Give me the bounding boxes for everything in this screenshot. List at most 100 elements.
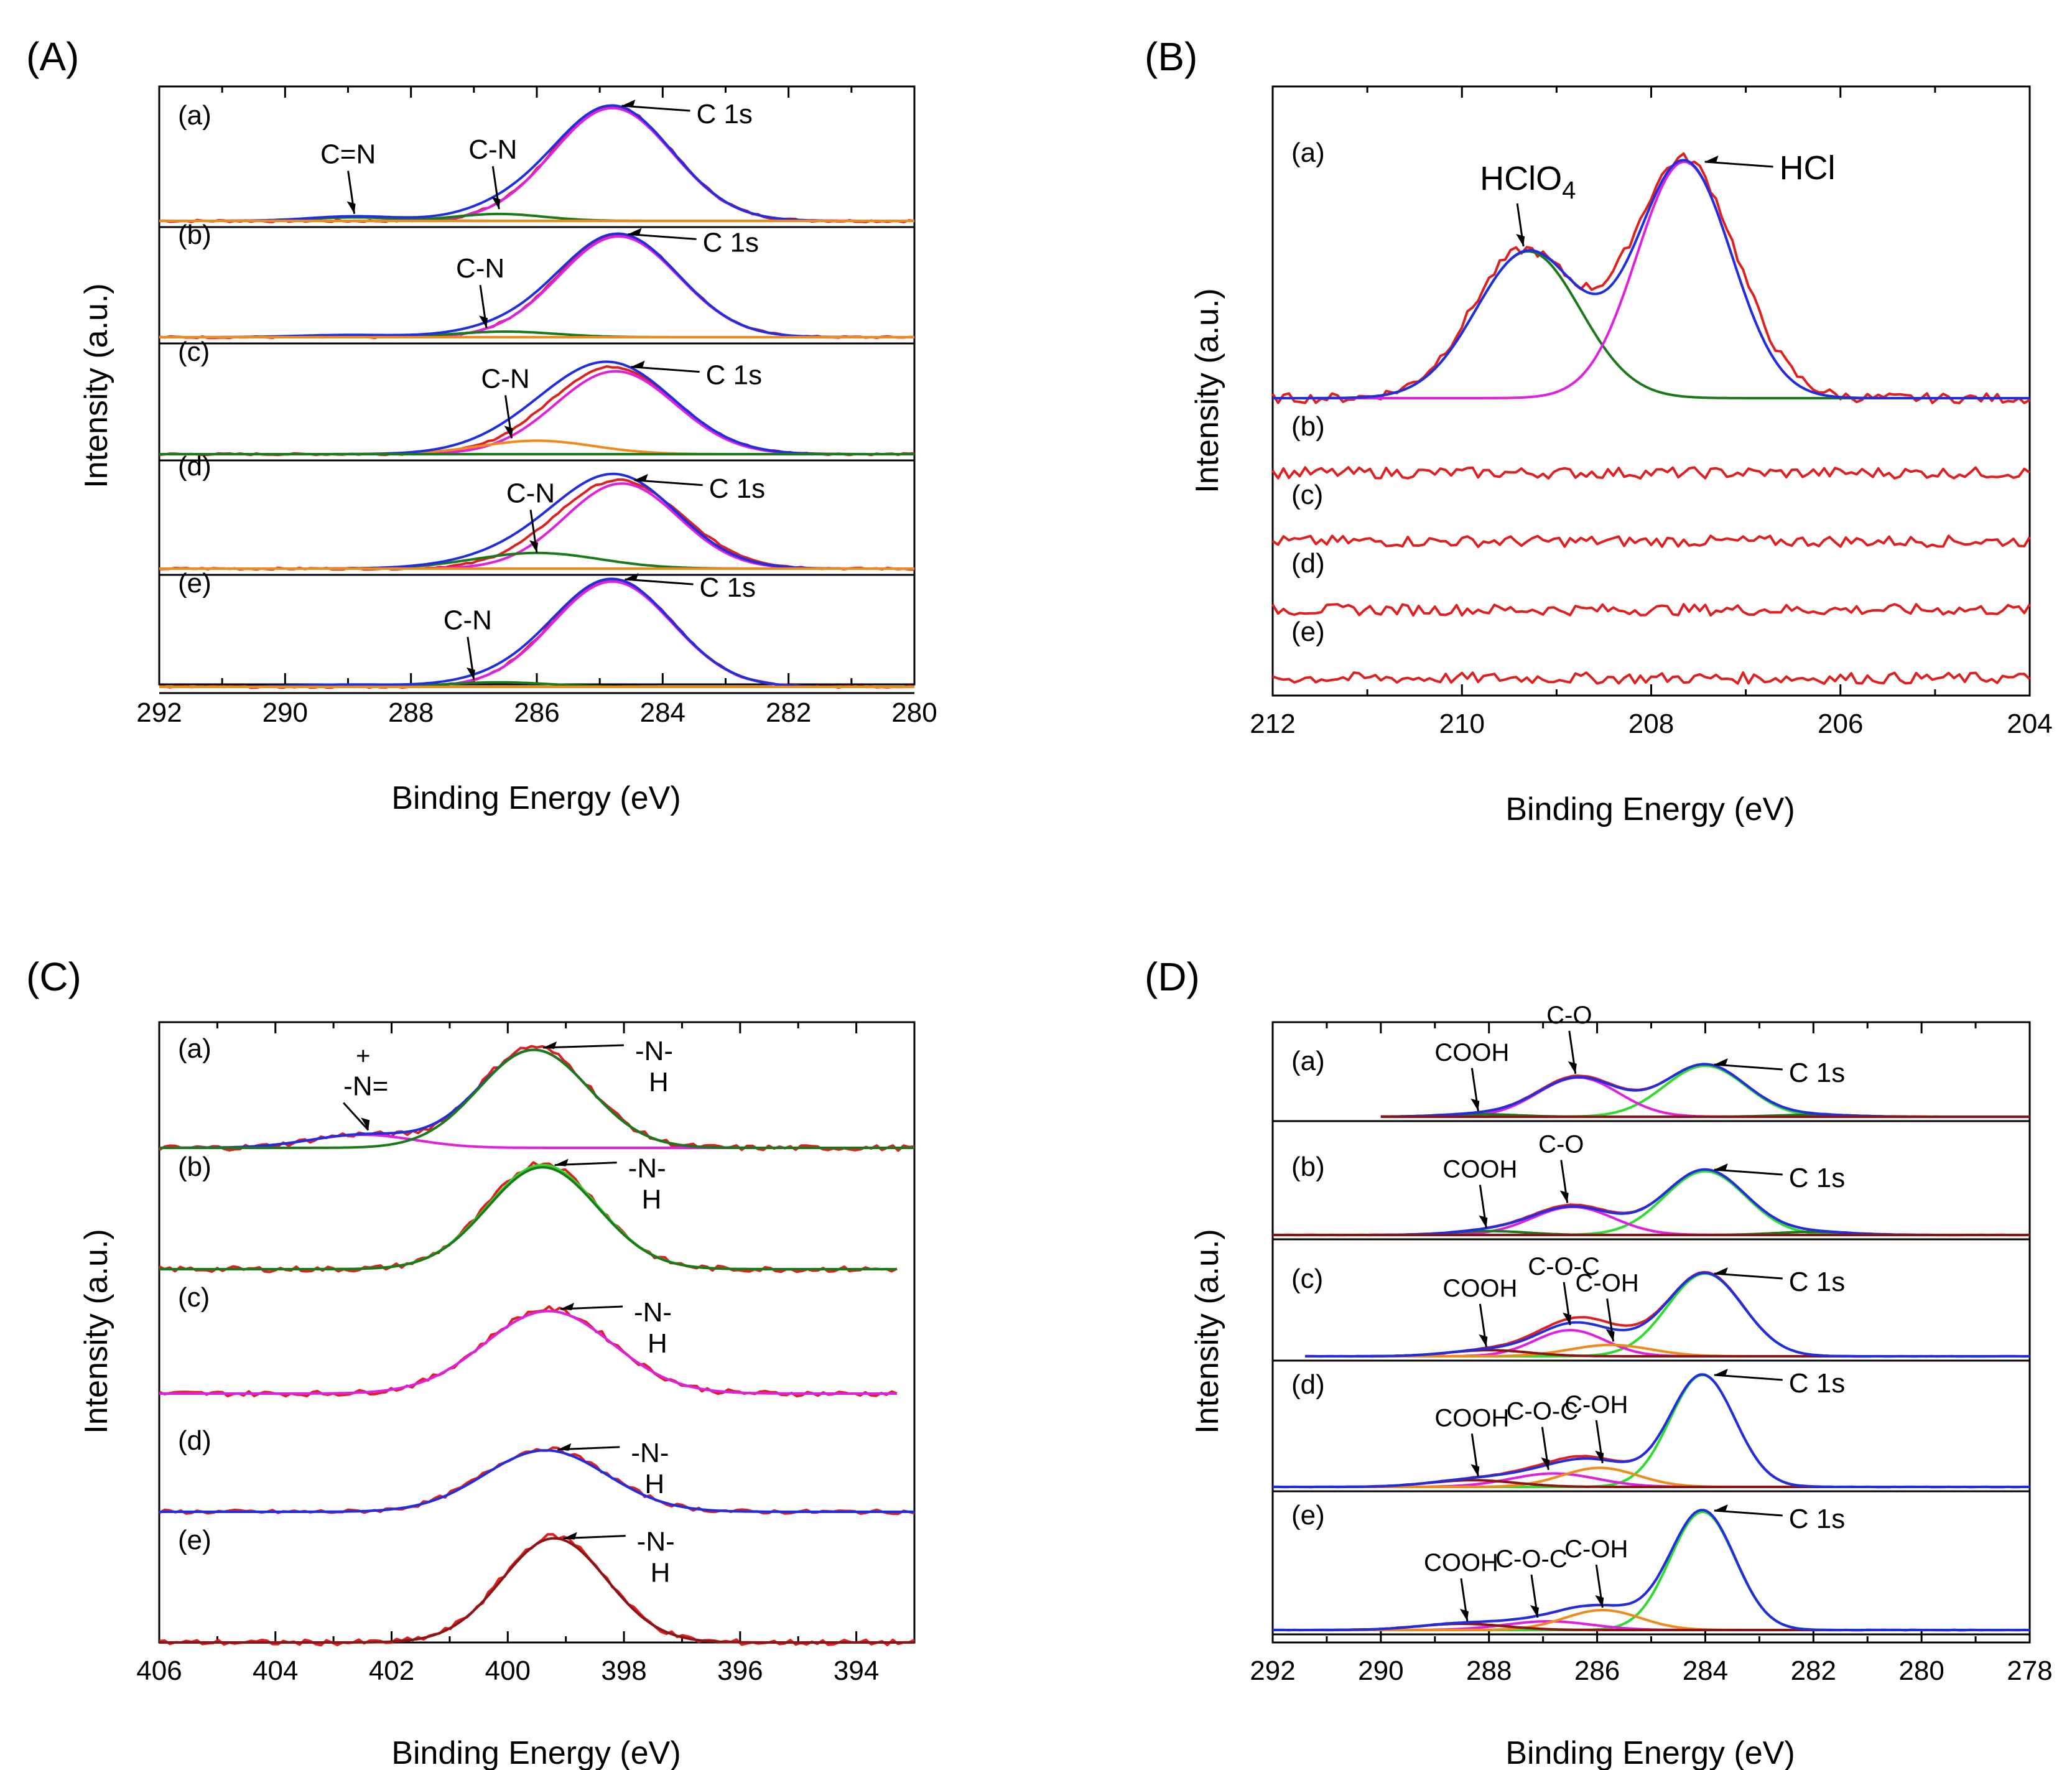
x-tick-label: 284: [1683, 1656, 1728, 1686]
fit-line: [1305, 1274, 2030, 1356]
annotation-label: C=N: [320, 139, 376, 170]
annotation-arrow: [343, 1103, 368, 1130]
fit-line: [1273, 154, 2030, 403]
row-label: (d): [1291, 1369, 1325, 1400]
arrow-head: [1606, 1329, 1615, 1341]
row-label: (c): [1291, 480, 1323, 510]
arrow-head: [1479, 1216, 1487, 1228]
fit-line: [1273, 1512, 2030, 1630]
x-tick-label: 286: [1574, 1656, 1620, 1686]
row-label: (d): [178, 451, 211, 482]
plot-frame: [159, 1022, 914, 1642]
annotation-label: C-N: [481, 363, 529, 394]
annotation-label: HClO4: [1480, 160, 1576, 204]
annotation-label: C-O: [1538, 1131, 1584, 1158]
fit-line: [159, 1165, 897, 1269]
x-tick-label: 394: [834, 1656, 879, 1686]
x-tick-label: 278: [2007, 1656, 2052, 1686]
annotation-label: C 1s: [709, 473, 765, 504]
fit-line: [1273, 536, 2030, 547]
fit-line: [159, 234, 914, 338]
x-tick-label: 290: [262, 697, 308, 728]
annotation-label: C 1s: [1789, 1504, 1845, 1534]
fit-line: [159, 1311, 897, 1394]
annotation-label: C-O: [1546, 1002, 1592, 1029]
fit-line: [159, 236, 914, 337]
panel-c: (C)Intensity (a.u.)Binding Energy (eV)40…: [26, 954, 914, 1770]
annotation-label: -N=: [343, 1071, 388, 1102]
annotation-label: COOH: [1434, 1039, 1509, 1066]
annotation-label: C 1s: [1789, 1163, 1845, 1193]
fit-line: [1305, 1272, 2030, 1357]
annotation-label: C-O-C: [1495, 1545, 1568, 1573]
fit-line: [159, 1050, 914, 1148]
x-tick-label: 206: [1818, 709, 1863, 739]
annotation-label: C-OH: [1564, 1535, 1628, 1563]
fit-line: [159, 106, 914, 221]
subscript: 4: [1562, 177, 1576, 204]
fit-line: [1273, 673, 2030, 684]
x-tick-label: 400: [485, 1656, 531, 1686]
fit-line: [159, 1046, 914, 1151]
fit-line: [159, 1448, 914, 1514]
panel-label: (D): [1145, 954, 1200, 999]
x-axis-label: Binding Energy (eV): [391, 780, 681, 816]
fit-line: [1273, 1207, 2030, 1235]
panel-a: (A)Intensity (a.u.)Binding Energy (eV)29…: [26, 34, 937, 816]
fit-line: [159, 1050, 914, 1148]
row-label: (c): [1291, 1264, 1323, 1294]
row-label: (b): [178, 1152, 211, 1182]
row-label: (a): [178, 100, 211, 131]
x-tick-label: 286: [514, 697, 559, 728]
annotation-label: C-N: [506, 478, 555, 508]
row-label: (c): [178, 1282, 210, 1313]
annotation-label: C 1s: [700, 572, 756, 603]
fit-line: [1273, 604, 2030, 615]
row-label: (e): [1291, 617, 1325, 647]
row-label: (e): [178, 1525, 211, 1555]
annotation-label: C-N: [468, 134, 517, 165]
x-tick-label: 288: [1466, 1656, 1512, 1686]
fit-line: [1273, 1468, 2030, 1487]
x-tick-label: 406: [136, 1656, 182, 1686]
annotation-label: -N-: [635, 1036, 673, 1066]
arrow-head: [1560, 1191, 1569, 1203]
x-tick-label: 280: [1898, 1656, 1944, 1686]
x-tick-label: 212: [1250, 709, 1295, 739]
x-axis-label: Binding Energy (eV): [391, 1735, 681, 1770]
y-axis-label: Intensity (a.u.): [1189, 1229, 1225, 1433]
annotation-label: C 1s: [1789, 1267, 1845, 1297]
arrow-head: [1516, 234, 1525, 246]
x-tick-label: 402: [369, 1656, 414, 1686]
fit-line: [1273, 251, 2030, 398]
x-axis-label: Binding Energy (eV): [1505, 791, 1795, 827]
annotation-label-charge: +: [356, 1043, 370, 1070]
row-label: (b): [1291, 411, 1325, 442]
arrow-head: [1470, 1099, 1479, 1111]
fit-line: [159, 235, 914, 338]
x-tick-label: 282: [766, 697, 811, 728]
annotation-label: C-OH: [1576, 1269, 1639, 1297]
annotation-label-sub: H: [648, 1328, 667, 1359]
arrow-head: [1470, 1464, 1479, 1476]
row-label: (d): [1291, 548, 1325, 579]
annotation-label: C 1s: [703, 227, 759, 258]
y-axis-label: Intensity (a.u.): [1189, 288, 1225, 493]
x-tick-label: 208: [1628, 709, 1674, 739]
plot-frame: [159, 86, 914, 684]
annotation-label: COOH: [1443, 1275, 1517, 1302]
x-tick-label: 284: [640, 697, 685, 728]
arrow-head: [467, 668, 475, 680]
annotation-label: C 1s: [1789, 1058, 1845, 1088]
annotation-label: C 1s: [1789, 1368, 1845, 1399]
annotation-label-sub: H: [642, 1185, 662, 1215]
fit-line: [159, 1534, 914, 1645]
x-tick-label: 290: [1358, 1656, 1403, 1686]
annotation-label: COOH: [1424, 1549, 1498, 1577]
x-tick-label: 398: [601, 1656, 646, 1686]
fit-line: [159, 1539, 914, 1642]
annotation-label: C-N: [444, 605, 492, 636]
annotation-label: C-N: [456, 253, 504, 284]
row-label: (b): [1291, 1152, 1325, 1182]
row-label: (d): [178, 1425, 211, 1456]
